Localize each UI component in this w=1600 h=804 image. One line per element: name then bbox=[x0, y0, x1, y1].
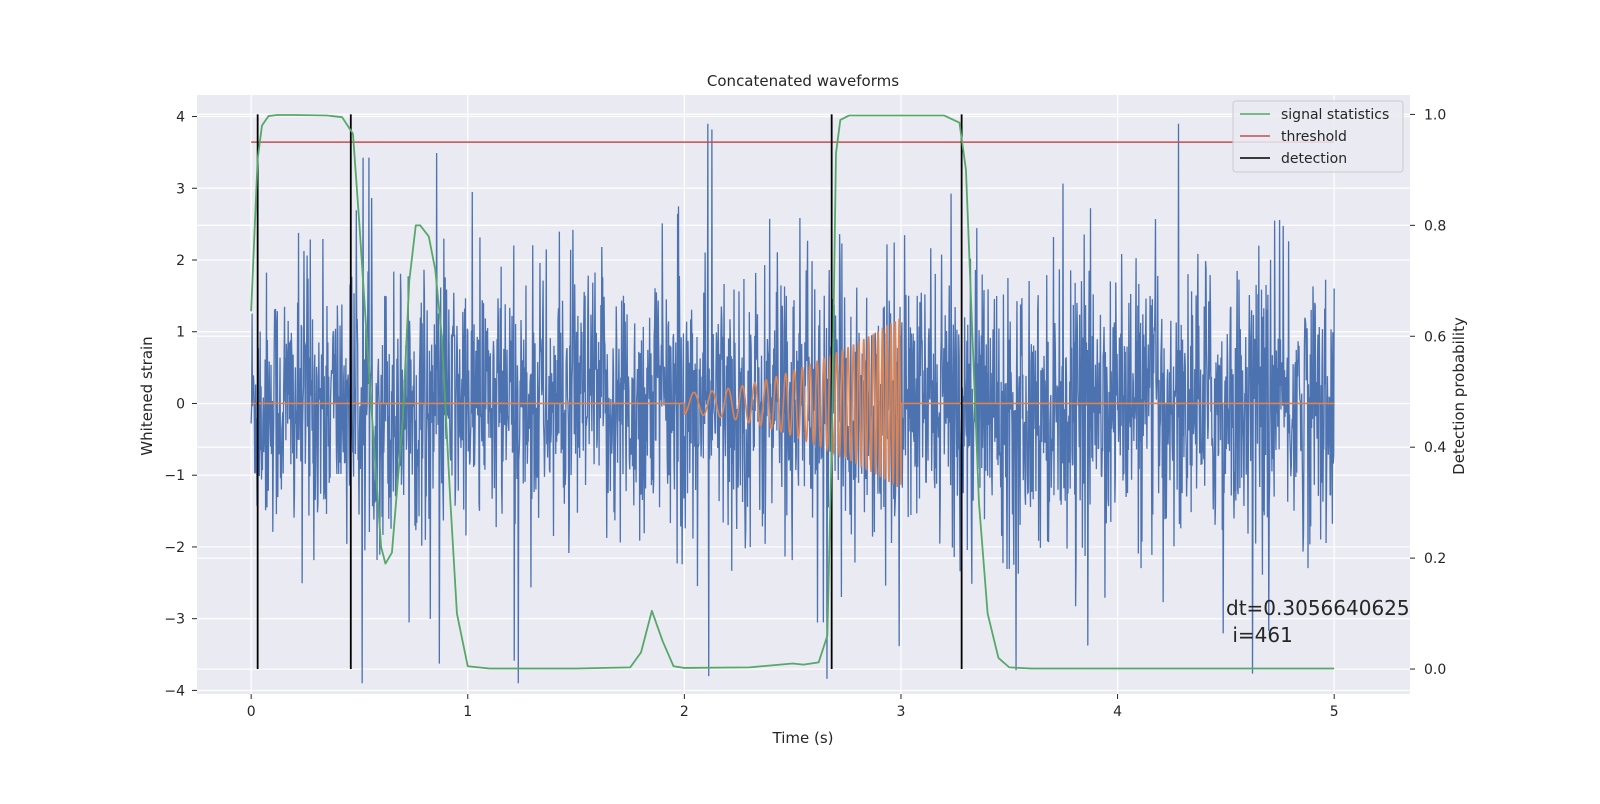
chart-title: Concatenated waveforms bbox=[707, 72, 899, 90]
y-tick-label-left: 2 bbox=[176, 253, 185, 269]
annotation: dt=0.3056640625 i=461 bbox=[1226, 596, 1410, 647]
legend-label-detection: detection bbox=[1281, 151, 1347, 167]
x-tick-label: 2 bbox=[680, 704, 689, 720]
axis-ticks: 0 1 2 3 4 5 4 3 2 1 0 −1 −2 −3 −4 1.0 0.8 0.6 0.4 0.2 0.0 bbox=[164, 107, 1446, 720]
strain-line bbox=[250, 123, 1335, 684]
y-tick-label-right: 0.4 bbox=[1424, 440, 1446, 456]
x-tick-label: 5 bbox=[1330, 704, 1339, 720]
y-tick-label-left: 4 bbox=[176, 110, 185, 126]
y-tick-label-right: 0.0 bbox=[1424, 662, 1446, 678]
y-tick-label-left: −2 bbox=[164, 540, 185, 556]
waveform-series bbox=[251, 318, 1335, 488]
annotation-dt: dt=0.3056640625 bbox=[1226, 596, 1410, 620]
x-tick-label: 4 bbox=[1113, 704, 1122, 720]
y-axis-label-left: Whitened strain bbox=[138, 336, 156, 455]
signal-statistics-line bbox=[250, 114, 1335, 670]
x-tick-label: 3 bbox=[897, 704, 906, 720]
y-axis-label-right: Detection probability bbox=[1450, 317, 1468, 475]
y-tick-label-right: 1.0 bbox=[1424, 107, 1446, 123]
y-tick-label-right: 0.8 bbox=[1424, 218, 1446, 234]
legend: signal statistics threshold detection bbox=[1232, 100, 1404, 173]
probability-series bbox=[250, 114, 1335, 670]
legend-box bbox=[1232, 100, 1404, 173]
x-axis-label: Time (s) bbox=[772, 729, 834, 747]
y-tick-label-right: 0.2 bbox=[1424, 551, 1446, 567]
x-tick-label: 1 bbox=[463, 704, 472, 720]
y-tick-label-left: 1 bbox=[176, 325, 185, 341]
y-tick-label-left: −3 bbox=[164, 612, 185, 628]
x-tick-label: 0 bbox=[247, 704, 256, 720]
waveform-line bbox=[251, 318, 1335, 488]
y-tick-label-right: 0.6 bbox=[1424, 329, 1446, 345]
y-tick-label-left: −1 bbox=[164, 468, 185, 484]
legend-label-threshold: threshold bbox=[1281, 129, 1347, 145]
y-tick-label-left: 0 bbox=[176, 396, 185, 412]
legend-label-signal: signal statistics bbox=[1281, 107, 1389, 123]
strain-series bbox=[250, 123, 1335, 684]
y-tick-label-left: 3 bbox=[176, 181, 185, 197]
y-tick-label-left: −4 bbox=[164, 683, 185, 699]
annotation-i: i=461 bbox=[1226, 623, 1293, 647]
